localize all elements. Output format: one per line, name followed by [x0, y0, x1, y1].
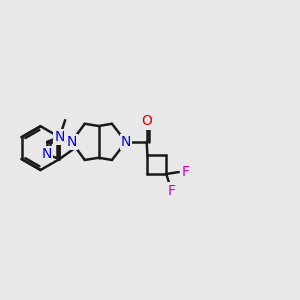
Text: F: F — [168, 184, 176, 198]
Text: F: F — [181, 165, 189, 179]
Text: N: N — [54, 130, 65, 144]
Text: N: N — [42, 147, 52, 161]
Text: N: N — [121, 135, 131, 149]
Text: N: N — [66, 135, 77, 149]
Text: O: O — [141, 115, 152, 128]
